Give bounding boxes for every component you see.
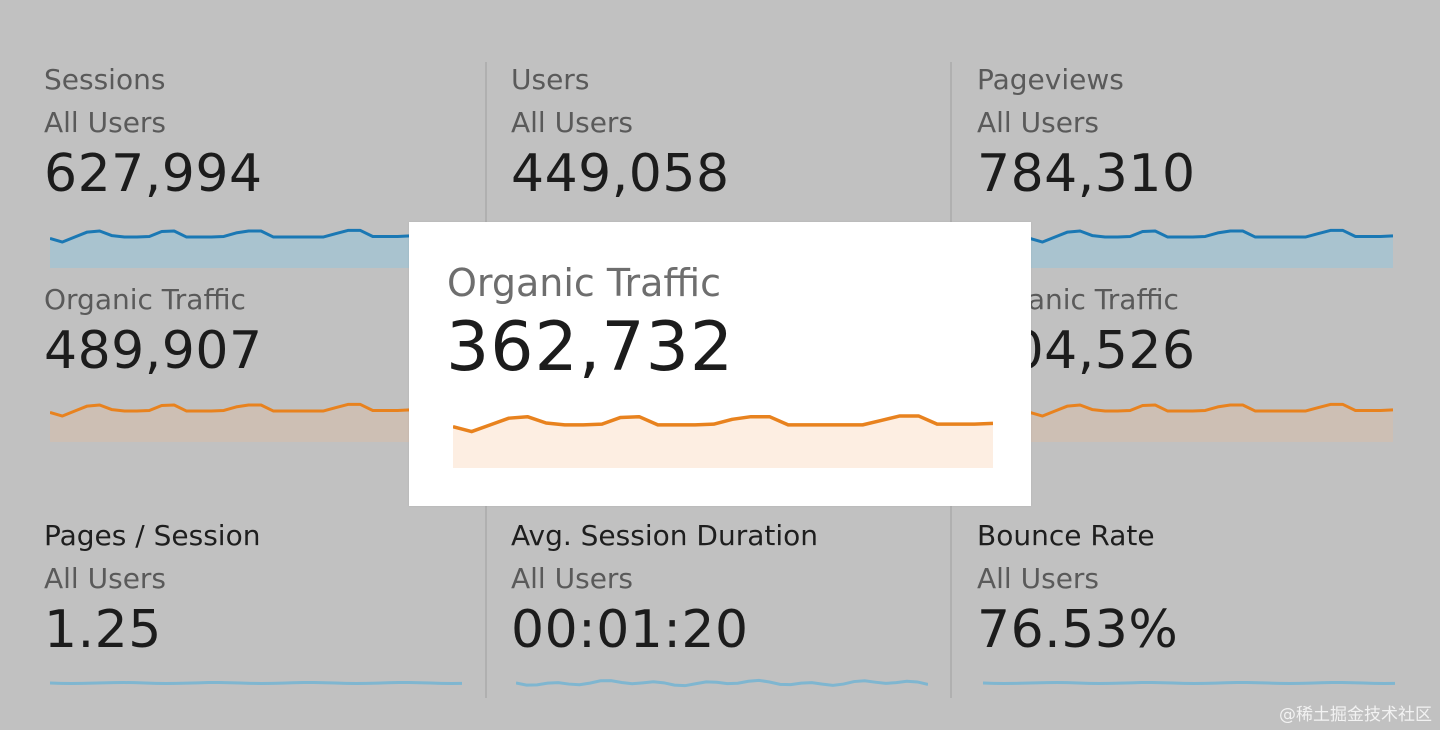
sparkline-line — [50, 228, 410, 244]
highlight-card[interactable]: Organic Traffic 362,732 — [409, 222, 1031, 506]
sparkline-line — [1030, 402, 1393, 418]
highlight-value: 362,732 — [446, 308, 735, 387]
avg-session-duration-sparkline — [516, 678, 928, 688]
metric-bounce-rate[interactable]: Bounce Rate All Users 76.53% — [977, 519, 1397, 660]
metric-value: 449,058 — [511, 144, 730, 204]
metric-title: Sessions — [44, 63, 166, 96]
sessions-all-users-sparkline — [50, 228, 410, 268]
metric-segment: All Users — [44, 562, 167, 595]
metric-pages-per-session[interactable]: Pages / Session All Users 1.25 — [44, 519, 464, 660]
sparkline-line — [983, 681, 1395, 685]
metric-avg-session-duration[interactable]: Avg. Session Duration All Users 00:01:20 — [511, 519, 931, 660]
watermark: @稀土掘金技术社区 — [1279, 705, 1432, 725]
sparkline-area — [1030, 404, 1393, 442]
sparkline-line — [1030, 228, 1393, 244]
highlight-title: Organic Traffic — [447, 261, 722, 305]
sparkline-area — [453, 415, 993, 468]
pageviews-all-users-sparkline — [1030, 228, 1393, 268]
metric-segment: Organic Traffic — [44, 283, 246, 316]
metric-value: 489,907 — [44, 321, 263, 381]
metric-value: 604,526 — [977, 321, 1196, 381]
sparkline-line — [50, 681, 462, 685]
sparkline-line — [50, 402, 410, 418]
sparkline-area — [50, 230, 410, 268]
metric-sessions[interactable]: Sessions All Users 627,994 — [44, 63, 464, 204]
metric-value: 627,994 — [44, 144, 263, 204]
pages-per-session-sparkline — [50, 681, 462, 685]
sparkline-area — [50, 404, 410, 442]
sparkline-line — [516, 678, 928, 688]
metric-value: 76.53% — [977, 600, 1179, 660]
metric-segment: Organic Traffic — [977, 283, 1179, 316]
metric-title: Users — [511, 63, 590, 96]
highlight-sparkline — [453, 414, 993, 468]
pageviews-organic-sparkline — [1030, 402, 1393, 442]
metric-title: Bounce Rate — [977, 519, 1155, 552]
metric-segment: All Users — [511, 562, 634, 595]
metric-segment: All Users — [511, 106, 634, 139]
metric-pageviews[interactable]: Pageviews All Users 784,310 — [977, 63, 1397, 204]
sessions-organic-sparkline — [50, 402, 410, 442]
metric-users[interactable]: Users All Users 449,058 — [511, 63, 931, 204]
metric-value: 00:01:20 — [511, 600, 749, 660]
metric-sessions-organic[interactable]: Organic Traffic 489,907 — [44, 283, 464, 381]
sparkline-line — [453, 414, 993, 434]
metric-title: Pages / Session — [44, 519, 261, 552]
metric-title: Pageviews — [977, 63, 1124, 96]
metric-value: 784,310 — [977, 144, 1196, 204]
bounce-rate-sparkline — [983, 681, 1395, 685]
metric-title: Avg. Session Duration — [511, 519, 819, 552]
metric-segment: All Users — [977, 562, 1100, 595]
metric-segment: All Users — [44, 106, 167, 139]
metric-pageviews-organic[interactable]: Organic Traffic 604,526 — [977, 283, 1397, 381]
metric-value: 1.25 — [44, 600, 162, 660]
sparkline-area — [1030, 230, 1393, 268]
metric-segment: All Users — [977, 106, 1100, 139]
